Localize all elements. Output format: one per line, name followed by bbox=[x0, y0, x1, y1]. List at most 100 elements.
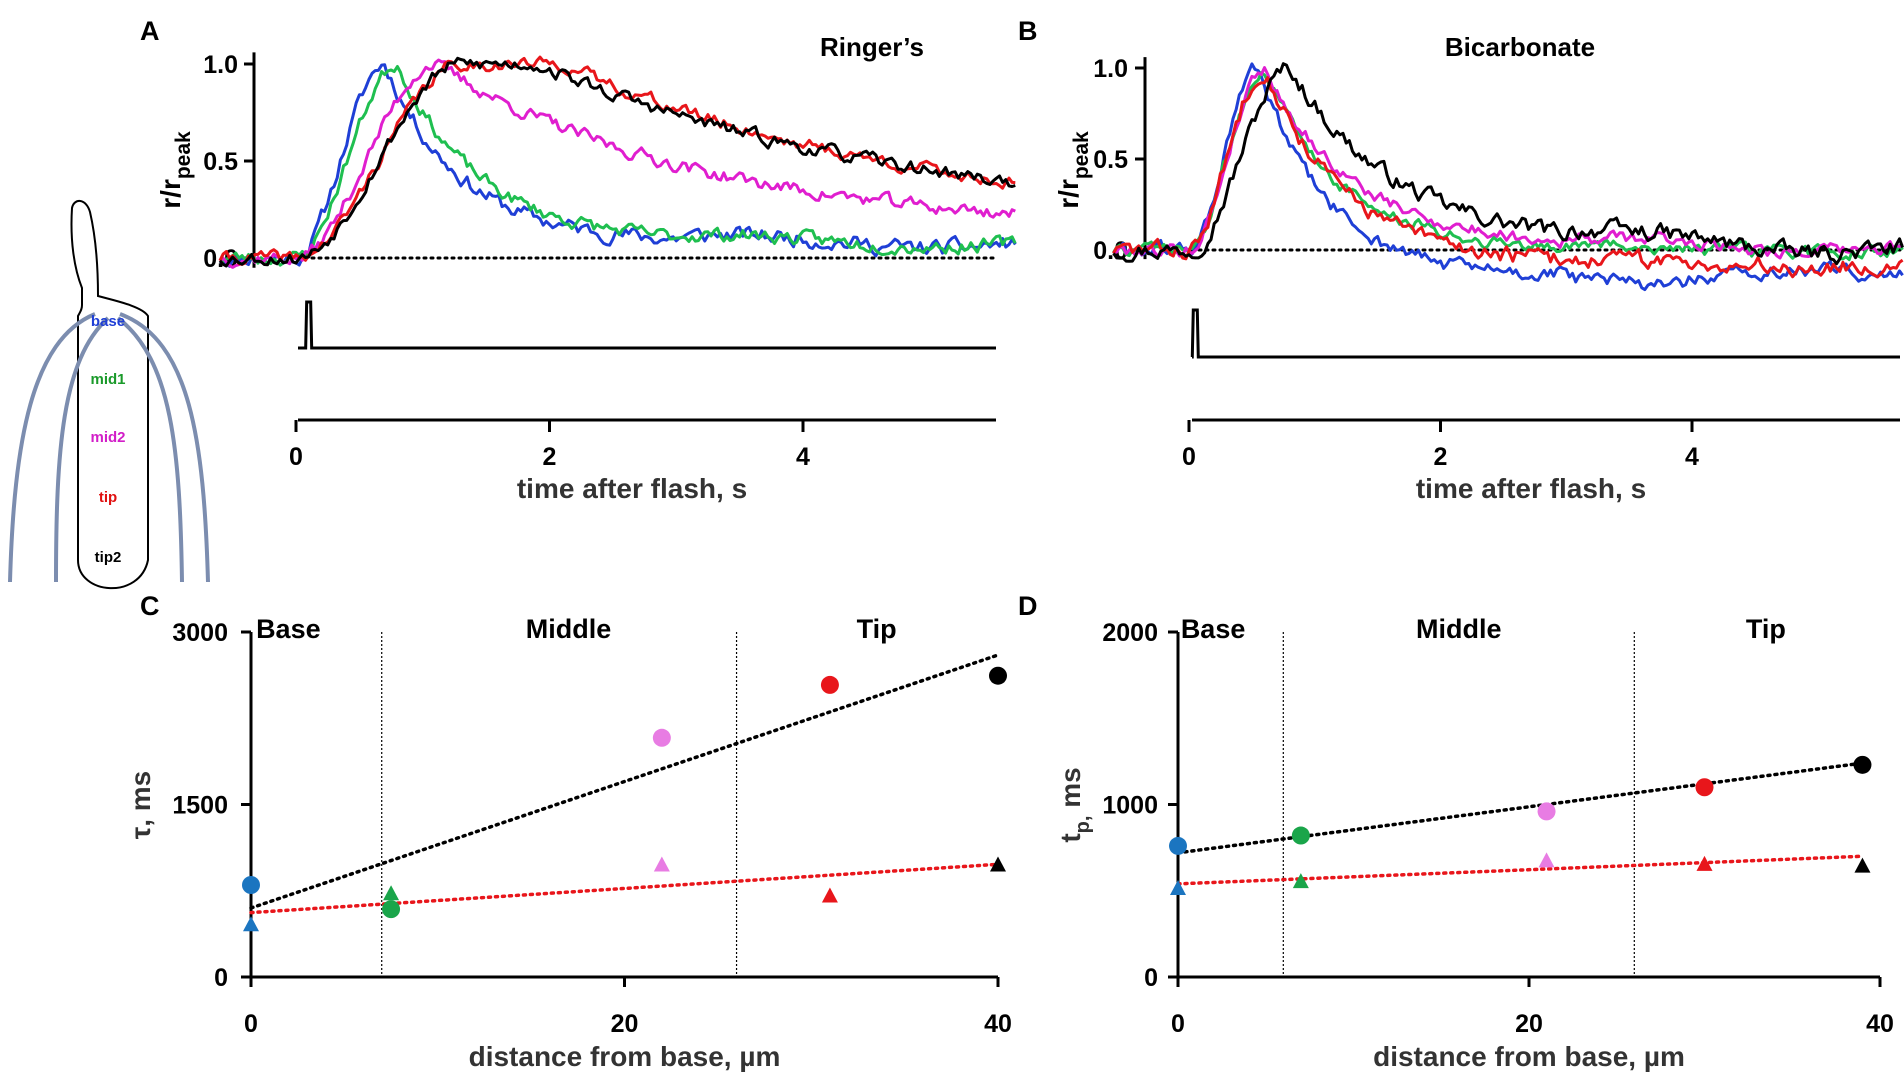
x-tick-label: 20 bbox=[611, 1010, 639, 1038]
region-label-middle: Middle bbox=[526, 614, 612, 644]
x-tick-label: 2 bbox=[1434, 443, 1448, 471]
x-axis-label: time after flash, s bbox=[517, 473, 747, 504]
panel-letter-a: A bbox=[140, 16, 160, 46]
region-label-tip: Tip bbox=[1746, 614, 1786, 644]
triangle-point bbox=[1292, 873, 1309, 889]
y-tick-label: 0.5 bbox=[1093, 146, 1128, 174]
trace-tip2 bbox=[1112, 62, 1904, 266]
flash-stimulus-trace bbox=[1190, 308, 1900, 359]
y-axis-label: r/rpeak bbox=[155, 131, 195, 209]
cell-label-base: base bbox=[91, 313, 125, 330]
x-tick-label: 4 bbox=[796, 443, 810, 471]
circle-point bbox=[382, 900, 401, 919]
y-tick-label: 0.5 bbox=[203, 148, 238, 176]
x-axis-label: time after flash, s bbox=[1416, 473, 1646, 504]
cell-diagram: base mid1 mid2 tip tip2 bbox=[8, 200, 210, 590]
x-tick-label: 2 bbox=[543, 443, 557, 471]
trace-tip2 bbox=[218, 56, 1016, 268]
y-tick-label: 0 bbox=[214, 964, 228, 992]
chart-title: Bicarbonate bbox=[1445, 32, 1595, 62]
cell-membrane-outer-right bbox=[119, 312, 210, 583]
region-label-tip: Tip bbox=[857, 614, 897, 644]
cell-outline bbox=[70, 200, 149, 590]
region-label-base: Base bbox=[256, 614, 321, 644]
x-tick-label: 40 bbox=[1866, 1010, 1894, 1038]
triangle-point bbox=[1854, 857, 1871, 873]
cell-label-mid1: mid1 bbox=[90, 371, 125, 388]
fit-line-circles bbox=[1176, 761, 1865, 855]
triangle-point bbox=[821, 887, 838, 903]
panel-letter-c: C bbox=[140, 591, 160, 621]
y-tick-label: 0 bbox=[1144, 964, 1158, 992]
cell-membrane-outer-left bbox=[8, 312, 96, 583]
trace-mid1 bbox=[219, 65, 1017, 267]
trace-mid2 bbox=[218, 58, 1016, 269]
y-tick-label: 1.0 bbox=[1093, 55, 1128, 83]
x-tick-label: 0 bbox=[1182, 443, 1196, 471]
triangle-point bbox=[1696, 855, 1713, 871]
cell-membrane-inner-right bbox=[116, 316, 184, 583]
x-tick-label: 0 bbox=[1171, 1010, 1185, 1038]
y-axis-label-main: t bbox=[1055, 833, 1086, 842]
circle-point bbox=[989, 666, 1007, 685]
panel-b-bicarbonate: Bicarbonate 0.0 0.5 1.0 r/rpeak 0 2 4 time after… bbox=[1053, 32, 1904, 504]
triangle-point bbox=[653, 856, 670, 872]
triangle-point bbox=[243, 916, 259, 932]
y-tick-label: 0.0 bbox=[1093, 237, 1128, 265]
x-tick-label: 0 bbox=[244, 1010, 258, 1038]
flash-stimulus-trace bbox=[298, 300, 996, 350]
panel-letter-b: B bbox=[1018, 16, 1038, 46]
triangle-point bbox=[383, 885, 400, 901]
fit-line-circles bbox=[249, 653, 1000, 910]
circle-point bbox=[652, 728, 671, 747]
y-axis-label: τ, ms bbox=[125, 771, 156, 840]
triangle-point bbox=[1538, 852, 1555, 868]
x-tick-label: 20 bbox=[1515, 1010, 1543, 1038]
trace-mid2 bbox=[1113, 66, 1904, 260]
y-axis-label: r/rpeak bbox=[1053, 131, 1093, 209]
chart-title: Ringer’s bbox=[820, 32, 924, 62]
y-axis-label-unit: ms bbox=[1055, 767, 1086, 815]
y-tick-label: 2000 bbox=[1102, 619, 1158, 647]
circle-point bbox=[820, 675, 839, 694]
circle-point bbox=[1537, 802, 1556, 821]
triangle-point bbox=[990, 856, 1006, 872]
panel-c-tau-vs-distance: 0 1500 3000 0 20 40 distance from base, µm τ, m… bbox=[125, 614, 1012, 1072]
cell-label-mid2: mid2 bbox=[90, 429, 125, 446]
cell-label-tip: tip bbox=[99, 489, 117, 506]
circle-point bbox=[1853, 755, 1872, 774]
y-tick-label: 1000 bbox=[1102, 792, 1158, 820]
fit-line-triangles bbox=[1176, 854, 1865, 886]
x-axis-label: distance from base, µm bbox=[469, 1041, 781, 1072]
y-axis-label-main: r/r bbox=[155, 179, 186, 209]
y-axis-label-sub: peak bbox=[172, 131, 195, 179]
trace-tip bbox=[218, 55, 1016, 266]
y-axis-label-sub: p, bbox=[1072, 816, 1094, 834]
y-tick-label: 1500 bbox=[172, 792, 228, 820]
triangle-point bbox=[1170, 880, 1186, 896]
panel-d-tpeak-vs-distance: 0 1000 2000 0 20 40 distance from base, µm tp, … bbox=[1055, 614, 1894, 1072]
cell-membrane-inner-left bbox=[54, 316, 110, 583]
circle-point bbox=[1695, 778, 1714, 797]
circle-point bbox=[1169, 836, 1187, 855]
y-tick-label: 3000 bbox=[172, 619, 228, 647]
fit-line-triangles bbox=[249, 862, 1000, 915]
circle-point bbox=[1291, 826, 1310, 845]
region-label-base: Base bbox=[1181, 614, 1246, 644]
x-tick-label: 40 bbox=[984, 1010, 1012, 1038]
y-axis-label: tp, ms bbox=[1055, 767, 1094, 842]
region-label-middle: Middle bbox=[1416, 614, 1502, 644]
y-axis-label-sub: peak bbox=[1070, 131, 1093, 179]
panel-letter-d: D bbox=[1018, 591, 1038, 621]
x-tick-label: 4 bbox=[1685, 443, 1699, 471]
cell-label-tip2: tip2 bbox=[95, 549, 122, 566]
trace-mid1 bbox=[1112, 71, 1904, 262]
x-axis-label: distance from base, µm bbox=[1373, 1041, 1685, 1072]
trace-tip bbox=[1112, 76, 1904, 279]
x-tick-label: 0 bbox=[289, 443, 303, 471]
circle-point bbox=[242, 876, 260, 894]
y-axis-label-main: r/r bbox=[1053, 179, 1084, 209]
y-tick-label: 1.0 bbox=[203, 51, 238, 79]
